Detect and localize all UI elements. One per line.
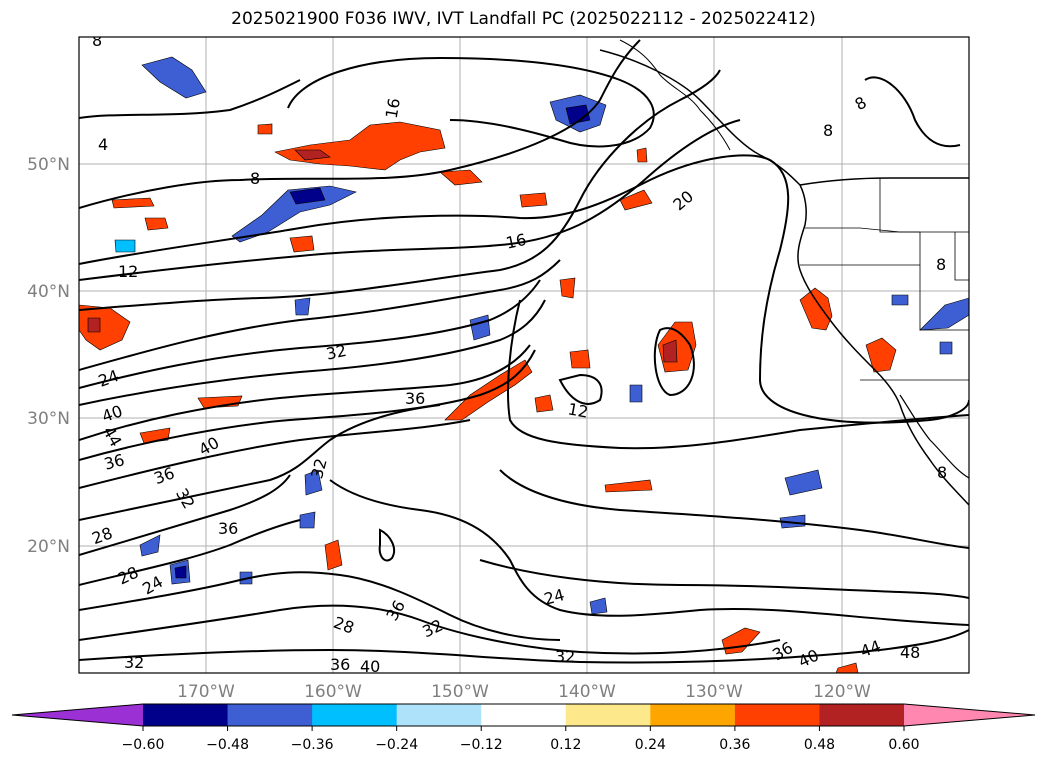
colorbar-tick-label: −0.60 bbox=[122, 737, 165, 753]
contour-label: 4 bbox=[98, 135, 108, 154]
contour-label: 32 bbox=[324, 341, 348, 364]
longitude-labels: 170°W 160°W 150°W 140°W 130°W 120°W bbox=[177, 682, 871, 702]
colorbar-bin bbox=[565, 704, 651, 726]
map-area: 8 16 4 8 20 16 12 32 24 40 44 36 36 12 4… bbox=[79, 31, 969, 676]
contour-label: 12 bbox=[566, 399, 589, 421]
contour-label: 16 bbox=[504, 230, 528, 253]
contour-label: 36 bbox=[330, 655, 350, 674]
contour-label: 40 bbox=[360, 657, 380, 676]
contour-label: 8 bbox=[936, 255, 946, 274]
iwv-contours bbox=[79, 39, 969, 664]
colorbar-bin bbox=[227, 704, 313, 726]
coastline bbox=[378, 39, 969, 562]
contour-label: 32 bbox=[555, 647, 575, 666]
lat-label: 30°N bbox=[27, 409, 70, 429]
colorbar-tick-label: −0.36 bbox=[291, 737, 334, 753]
contour-label: 8 bbox=[92, 31, 102, 50]
negative-anomaly-shading bbox=[114, 56, 969, 615]
colorbar-bin bbox=[481, 704, 567, 726]
positive-anomaly-shading bbox=[79, 121, 897, 673]
lat-label: 40°N bbox=[27, 282, 70, 302]
colorbar-bin bbox=[396, 704, 482, 726]
colorbar-tick-label: −0.48 bbox=[206, 737, 249, 753]
contour-label: 36 bbox=[102, 450, 127, 474]
contour-label: 8 bbox=[937, 463, 947, 482]
colorbar-tick-label: −0.12 bbox=[460, 737, 503, 753]
colorbar-bin bbox=[312, 704, 398, 726]
contour-label: 8 bbox=[250, 169, 260, 188]
map-frame bbox=[78, 36, 970, 674]
latitude-labels: 50°N 40°N 30°N 20°N bbox=[27, 155, 70, 557]
contour-label: 24 bbox=[542, 585, 567, 609]
lon-label: 170°W bbox=[177, 682, 235, 702]
lat-label: 50°N bbox=[27, 155, 70, 175]
lon-label: 150°W bbox=[431, 682, 489, 702]
map-title: 2025021900 F036 IWV, IVT Landfall PC (20… bbox=[231, 9, 816, 29]
colorbar-bin bbox=[734, 704, 820, 726]
lon-label: 120°W bbox=[813, 682, 871, 702]
contour-label: 36 bbox=[218, 519, 238, 538]
colorbar-bin bbox=[819, 704, 905, 726]
lon-label: 140°W bbox=[558, 682, 616, 702]
contour-label: 12 bbox=[118, 262, 138, 281]
colorbar: −0.60 −0.48 −0.36 −0.24 −0.12 0.12 0.24 0.36 0.4… bbox=[11, 703, 1036, 753]
lat-label: 20°N bbox=[27, 537, 70, 557]
lon-label: 130°W bbox=[685, 682, 743, 702]
colorbar-tick-label: 0.60 bbox=[888, 737, 919, 753]
contour-label: 16 bbox=[382, 97, 404, 120]
colorbar-bin bbox=[650, 704, 736, 726]
colorbar-bin bbox=[143, 704, 229, 726]
contour-label: 36 bbox=[405, 389, 425, 408]
colorbar-extend-low bbox=[12, 704, 143, 726]
contour-label: 32 bbox=[307, 456, 331, 481]
colorbar-tick-label: −0.24 bbox=[375, 737, 418, 753]
colorbar-extend-high bbox=[904, 704, 1035, 726]
lon-label: 160°W bbox=[304, 682, 362, 702]
colorbar-tick-label: 0.36 bbox=[719, 737, 750, 753]
colorbar-tick-label: 0.24 bbox=[635, 737, 666, 753]
colorbar-tick-label: 0.48 bbox=[804, 737, 835, 753]
contour-label: 8 bbox=[823, 121, 833, 140]
colorbar-tick-label: 0.12 bbox=[550, 737, 581, 753]
contour-label: 48 bbox=[900, 643, 920, 662]
contour-label: 32 bbox=[124, 653, 144, 672]
